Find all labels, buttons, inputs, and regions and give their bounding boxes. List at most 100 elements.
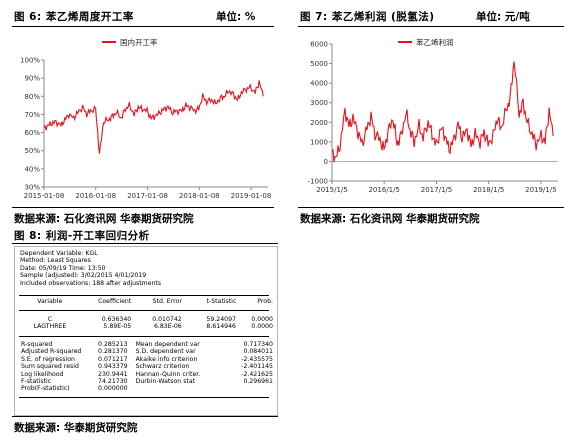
cell: 74.21730 — [98, 378, 128, 386]
header-line: Method: Least Squares — [20, 257, 91, 265]
fig7-top-rule — [298, 26, 564, 27]
cell: 5.89E-05 — [103, 323, 132, 331]
table-row: LAGTHREE 5.89E-05 6.83E-06 8.614946 0.00… — [19, 323, 275, 330]
cell: S.E. of regression — [21, 355, 75, 363]
stats-table: R-squared 0.285213 Mean dependent var 0.… — [19, 341, 275, 393]
cell: 0.084011 — [243, 348, 273, 356]
x-tick-label: 2015-01-08 — [24, 192, 65, 200]
x-tick-label: 2019/1/5 — [525, 186, 556, 194]
cell: 8.614946 — [206, 323, 236, 331]
cell: 59.24097 — [206, 316, 236, 323]
y-tick-label: 40% — [24, 165, 40, 173]
y-tick-label: 50% — [24, 147, 40, 155]
cell: S.D. dependent var — [135, 348, 196, 356]
stats-row: Sum squared resid 0.943379 Schwarz crite… — [19, 363, 275, 370]
stats-row: F-statistic 74.21730 Durbin-Watson stat … — [19, 378, 275, 385]
cell: Durbin-Watson stat — [135, 378, 196, 386]
cell: 0.000000 — [98, 385, 128, 393]
y-tick-label: 0 — [324, 158, 328, 166]
y-tick-label: 70% — [24, 111, 40, 119]
stats-row: Prob(F-statistic) 0.000000 — [19, 385, 275, 392]
regression-header: Dependent Variable: KGL Method: Least Sq… — [15, 247, 277, 287]
header-line: Included observations: 188 after adjustm… — [20, 279, 162, 287]
fig8-top-rule — [12, 243, 278, 244]
cell — [130, 385, 230, 392]
rule — [19, 310, 269, 311]
col-prob: Prob. — [257, 298, 273, 305]
fig7-unit: 单位: 元/吨 — [476, 11, 530, 23]
cell: 0.281370 — [98, 348, 128, 356]
legend-label: 国内开工率 — [120, 37, 158, 47]
fig8-title: 图 8: 利润-开工率回归分析 — [14, 230, 150, 242]
cell: 0.0000 — [251, 323, 273, 331]
x-tick-label: 2017-01-08 — [127, 192, 168, 200]
stats-row: Log likelihood 230.9441 Hannan-Quinn cri… — [19, 371, 275, 378]
stats-row: Adjusted R-squared 0.281370 S.D. depende… — [19, 348, 275, 355]
y-tick-label: 4000 — [310, 80, 328, 88]
series-line — [43, 80, 264, 154]
cell: 0.285213 — [98, 341, 128, 348]
y-tick-label: 30% — [24, 184, 40, 192]
regression-output: Dependent Variable: KGL Method: Least Sq… — [14, 246, 278, 416]
y-tick-label: 80% — [24, 93, 40, 101]
y-tick-label: -1000 — [308, 178, 328, 186]
cell: 0.636340 — [101, 316, 132, 323]
table-row: C 0.636340 0.010742 59.24097 0.0000 — [19, 316, 275, 323]
cell: 0.010742 — [152, 316, 182, 323]
y-tick-label: 100% — [20, 57, 40, 65]
stats-row: R-squared 0.285213 Mean dependent var 0.… — [19, 341, 275, 348]
y-tick-label: 6000 — [310, 41, 328, 49]
fig7-bottom-rule — [298, 207, 564, 208]
cell: 0.296961 — [243, 378, 273, 386]
cell: -2.435575 — [241, 355, 273, 363]
cell: Mean dependent var — [135, 341, 200, 348]
fig7-source: 数据来源: 石化资讯网 华泰期货研究院 — [300, 213, 480, 225]
cell: 0.943379 — [98, 363, 128, 371]
fig8-bottom-rule — [12, 416, 278, 417]
fig6-source: 数据来源: 石化资讯网 华泰期货研究院 — [14, 213, 194, 225]
y-tick-label: 60% — [24, 129, 40, 137]
coef-table: C 0.636340 0.010742 59.24097 0.0000 LAGT… — [19, 316, 275, 331]
cell: F-statistic — [21, 378, 52, 386]
cell: Schwarz criterion — [135, 363, 190, 371]
col-coefficient: Coefficient — [98, 298, 132, 305]
table-header-row: Variable Coefficient Std. Error t-Statis… — [19, 298, 275, 305]
cell: 0.717340 — [243, 341, 273, 348]
y-tick-label: 90% — [24, 75, 40, 83]
cell: 0.0000 — [251, 316, 273, 323]
x-tick-label: 2017/1/5 — [421, 186, 452, 194]
fig6-title: 图 6: 苯乙烯周度开工率 — [14, 11, 134, 23]
cell: -2.401145 — [241, 363, 273, 371]
cell: Hannan-Quinn criter. — [135, 370, 201, 378]
col-std-error: Std. Error — [152, 298, 182, 305]
cell: -2.421625 — [241, 370, 273, 378]
fig6-bottom-rule — [12, 207, 274, 208]
y-tick-label: 1000 — [310, 138, 328, 146]
y-tick-label: 5000 — [310, 60, 328, 68]
cell: Akaike info criterion — [135, 355, 198, 363]
cell: R-squared — [21, 341, 53, 348]
cell: Prob(F-statistic) — [21, 385, 70, 393]
x-tick-label: 2018/1/5 — [473, 186, 504, 194]
fig8-source: 数据来源: 华泰期货研究院 — [14, 422, 138, 434]
fig6-chart: 30% 40% 50% 60% 70% 80% 90% 100% 2015-01-08 2016-… — [20, 37, 271, 200]
cell: Adjusted R-squared — [21, 348, 82, 356]
col-variable: Variable — [37, 298, 63, 305]
header-line: Date: 05/09/19 Time: 13:50 — [20, 264, 106, 272]
cell: 6.83E-06 — [153, 323, 182, 331]
fig7-title: 图 7: 苯乙烯利润 (脱氢法) — [300, 11, 435, 23]
rule — [19, 336, 269, 337]
coef-header-table: Variable Coefficient Std. Error t-Statis… — [19, 298, 275, 305]
y-tick-label: 2000 — [310, 119, 328, 127]
stats-row: S.E. of regression 0.071217 Akaike info … — [19, 356, 275, 363]
series-line — [331, 61, 554, 163]
header-line: Dependent Variable: KGL — [20, 250, 98, 257]
y-tick-label: 3000 — [310, 99, 328, 107]
fig7-chart: -1000 0 1000 2000 3000 4000 5000 6000 2015/1/5 20… — [308, 37, 558, 194]
rule — [19, 397, 269, 398]
cell: 0.071217 — [98, 355, 128, 363]
cell — [230, 385, 275, 392]
cell: C — [47, 316, 53, 323]
rule — [19, 295, 269, 296]
cell: LAGTHREE — [33, 323, 67, 331]
